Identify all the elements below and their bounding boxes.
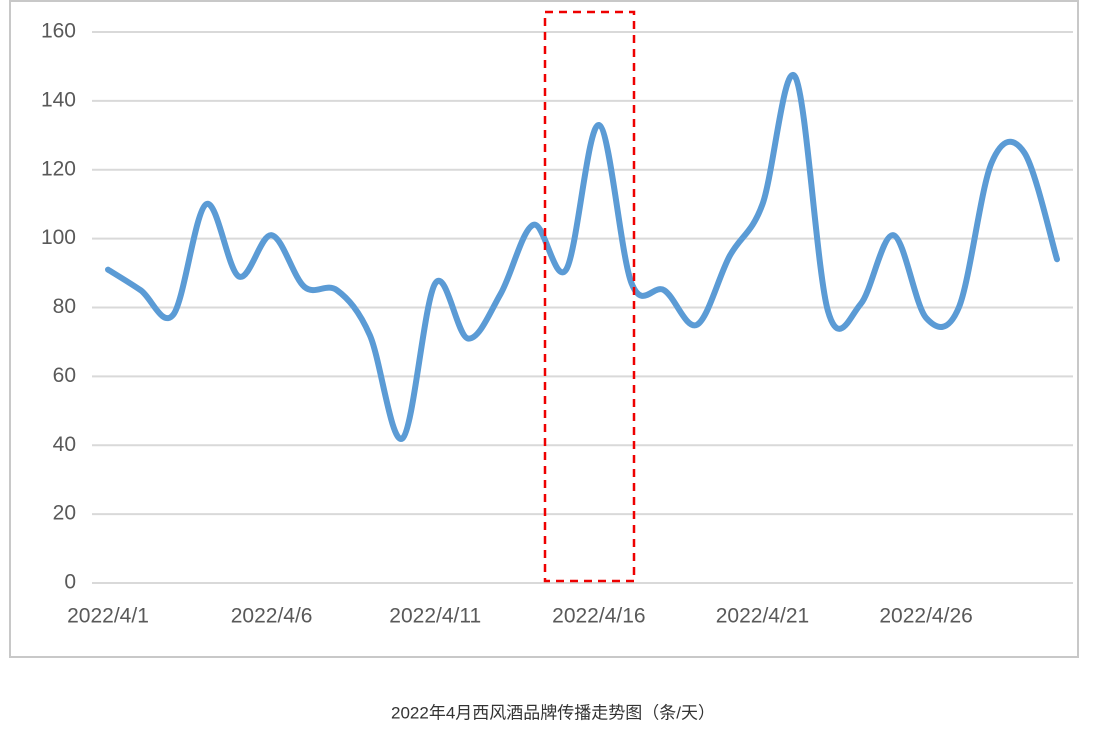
y-tick-label: 60 [53,364,76,387]
y-tick-label: 20 [53,502,76,525]
x-tick-label: 2022/4/11 [389,605,481,628]
y-tick-label: 120 [41,157,76,180]
y-tick-label: 0 [64,571,76,594]
x-tick-label: 2022/4/16 [552,605,645,628]
y-tick-label: 80 [53,295,76,318]
x-tick-label: 2022/4/21 [716,605,809,628]
y-tick-label: 100 [41,226,76,249]
x-tick-label: 2022/4/6 [231,605,313,628]
y-tick-label: 160 [41,20,76,43]
y-tick-label: 140 [41,88,76,111]
chart-caption: 2022年4月西风酒品牌传播走势图（条/天） [391,703,715,722]
x-tick-label: 2022/4/1 [67,605,149,628]
line-series [105,71,1060,442]
highlight-box [543,10,636,583]
y-tick-label: 40 [53,433,76,456]
x-tick-label: 2022/4/26 [879,605,972,628]
